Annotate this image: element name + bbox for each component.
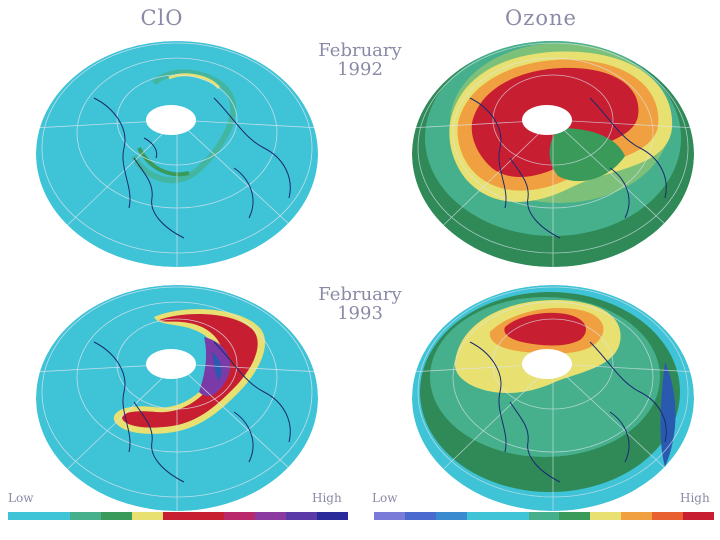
coastlines [469,341,667,483]
legend-swatch [286,512,318,520]
legend-swatch [69,512,101,520]
ozone-legend-low: Low [372,491,398,505]
legend-swatch [559,512,591,520]
legend-swatch [131,512,163,520]
legend-swatch [528,512,560,520]
legend-swatch [374,512,405,520]
clo-color-scale [8,512,348,520]
pole-blank [522,105,572,135]
legend-swatch [497,512,529,520]
year-label: 1993 [337,303,383,324]
ozone-color-scale [374,512,714,520]
clo-1992-globe [36,41,318,267]
year-label: 1992 [337,59,383,80]
legend-swatch [224,512,256,520]
legend-swatch [590,512,622,520]
graticule [412,42,694,267]
graticule [36,42,318,267]
pole-blank [522,349,572,379]
graticule [412,286,694,511]
legend-swatch [683,512,714,520]
legend-swatch [317,512,348,520]
legend-swatch [255,512,287,520]
ozone-legend-high: High [680,491,710,505]
month-label: February [318,40,402,61]
legend-swatch [100,512,132,520]
coastlines [93,97,291,239]
ozone-1992-globe [412,41,694,267]
ozone-max-red [504,312,586,346]
clo-trace-yellow [168,73,221,90]
legend-swatch [621,512,653,520]
legend-swatch [466,512,498,520]
ozone-title: Ozone [505,6,577,30]
coastlines [93,341,291,483]
legend-swatch [404,512,436,520]
graticule [36,286,318,511]
month-label: February [318,284,402,305]
legend-swatch [435,512,467,520]
ozone-1993-globe [412,285,694,511]
clo-title: ClO [140,6,184,30]
legend-swatch [193,512,225,520]
legend-swatch [38,512,70,520]
legend-swatch [8,512,39,520]
clo-legend-low: Low [8,491,34,505]
legend-swatch [652,512,684,520]
coastlines [469,97,667,239]
legend-swatch [162,512,194,520]
pole-blank [146,105,196,135]
pole-blank [146,349,196,379]
clo-1993-globe [36,285,318,511]
clo-trace-ring [131,69,237,184]
clo-vortex-red [122,313,258,428]
clo-legend-high: High [312,491,342,505]
ozone-east-blue [660,362,676,467]
date-label-1992: February 1992 [290,41,430,79]
date-label-1993: February 1993 [290,285,430,323]
